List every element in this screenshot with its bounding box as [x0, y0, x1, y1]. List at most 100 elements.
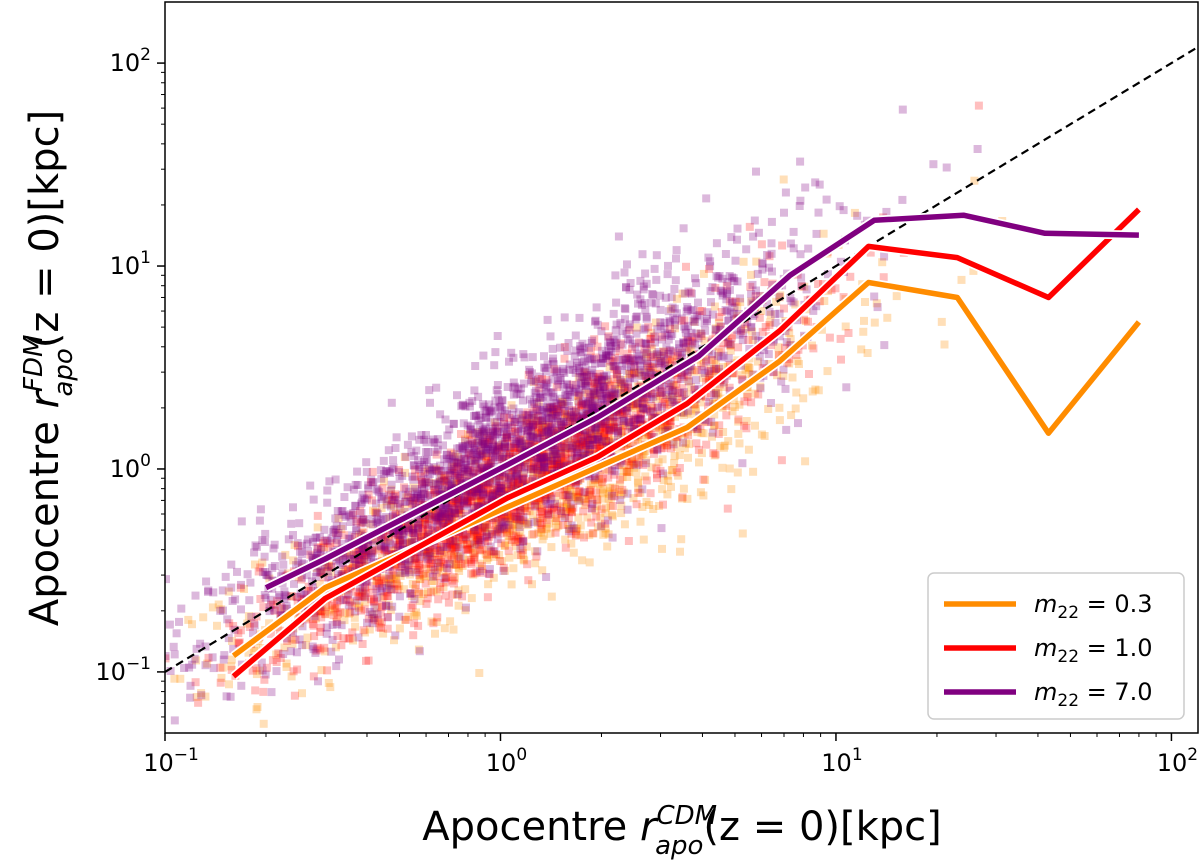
scatter-point: [521, 411, 530, 420]
scatter-point: [245, 623, 254, 631]
scatter-point: [787, 411, 796, 420]
scatter-point: [463, 497, 472, 506]
scatter-point: [356, 519, 365, 528]
scatter-point: [470, 569, 479, 578]
scatter-point: [760, 432, 769, 440]
scatter-point: [785, 328, 794, 337]
scatter-point: [533, 450, 542, 459]
scatter-point: [515, 523, 524, 531]
scatter-point: [694, 445, 703, 454]
scatter-point: [414, 465, 423, 474]
scatter-point: [528, 430, 537, 439]
scatter-point: [766, 310, 775, 319]
scatter-point: [778, 241, 787, 250]
scatter-point: [398, 490, 407, 499]
scatter-point: [456, 552, 465, 561]
scatter-point: [532, 552, 541, 561]
scatter-point: [513, 536, 522, 545]
scatter-point: [460, 454, 469, 463]
scatter-point: [638, 399, 647, 407]
scatter-point: [586, 396, 595, 405]
scatter-point: [666, 325, 674, 333]
scatter-point: [460, 559, 469, 568]
scatter-point: [580, 379, 589, 388]
scatter-point: [574, 391, 583, 400]
scatter-point: [548, 504, 556, 513]
scatter-point: [525, 422, 534, 431]
scatter-point: [508, 466, 516, 475]
scatter-point: [331, 525, 340, 534]
scatter-point: [714, 352, 723, 360]
scatter-point: [615, 424, 624, 433]
scatter-point: [488, 446, 497, 455]
scatter-point: [493, 381, 502, 389]
scatter-point: [715, 313, 724, 322]
scatter-point: [303, 535, 312, 544]
scatter-point: [741, 325, 750, 334]
scatter-point: [468, 428, 477, 437]
scatter-point: [589, 441, 598, 449]
scatter-point: [483, 537, 492, 545]
scatter-point: [503, 432, 512, 441]
scatter-point: [529, 475, 538, 484]
scatter-point: [652, 251, 661, 260]
scatter-point: [646, 369, 655, 378]
scatter-point: [547, 428, 556, 437]
scatter-point: [749, 232, 758, 241]
scatter-point: [449, 419, 458, 428]
scatter-point: [472, 491, 481, 500]
scatter-point: [745, 363, 754, 372]
scatter-point: [414, 524, 422, 533]
scatter-point: [547, 460, 556, 469]
scatter-point: [486, 529, 495, 538]
scatter-point: [781, 188, 790, 197]
scatter-point: [309, 672, 318, 681]
scatter-point: [547, 592, 556, 601]
scatter-point: [632, 401, 640, 410]
scatter-point: [471, 411, 480, 420]
scatter-point: [487, 456, 496, 465]
scatter-point: [690, 367, 699, 376]
scatter-point: [468, 397, 477, 405]
scatter-point: [417, 494, 425, 503]
scatter-point: [644, 361, 653, 370]
scatter-point: [672, 246, 681, 255]
scatter-point: [609, 375, 618, 384]
scatter-point: [469, 529, 478, 538]
scatter-point: [355, 530, 364, 539]
scatter-point: [358, 555, 367, 564]
scatter-point: [397, 526, 406, 534]
scatter-point: [547, 403, 555, 412]
scatter-point: [541, 463, 550, 472]
scatter-point: [512, 439, 521, 448]
scatter-point: [563, 347, 572, 355]
scatter-point: [668, 330, 677, 339]
scatter-point: [460, 531, 469, 540]
scatter-point: [590, 473, 599, 482]
scatter-point: [633, 399, 642, 408]
scatter-point: [312, 533, 321, 542]
scatter-point: [409, 475, 418, 484]
scatter-point: [350, 533, 359, 541]
scatter-point: [598, 422, 607, 431]
scatter-point: [424, 545, 433, 554]
scatter-point: [165, 575, 170, 584]
scatter-point: [485, 478, 494, 487]
scatter-point: [617, 501, 626, 510]
scatter-point: [608, 391, 617, 400]
scatter-point: [611, 353, 620, 362]
scatter-point: [515, 520, 524, 529]
scatter-point: [584, 491, 593, 500]
scatter-point: [500, 424, 509, 433]
scatter-point: [398, 471, 407, 480]
scatter-point: [642, 279, 651, 288]
scatter-point: [530, 430, 539, 439]
scatter-point: [715, 380, 724, 389]
scatter-point: [437, 544, 445, 553]
scatter-point: [546, 412, 555, 421]
scatter-point: [208, 603, 217, 612]
scatter-point: [541, 493, 550, 501]
scatter-point: [744, 363, 753, 372]
scatter-point: [416, 497, 425, 505]
scatter-point: [407, 592, 416, 601]
